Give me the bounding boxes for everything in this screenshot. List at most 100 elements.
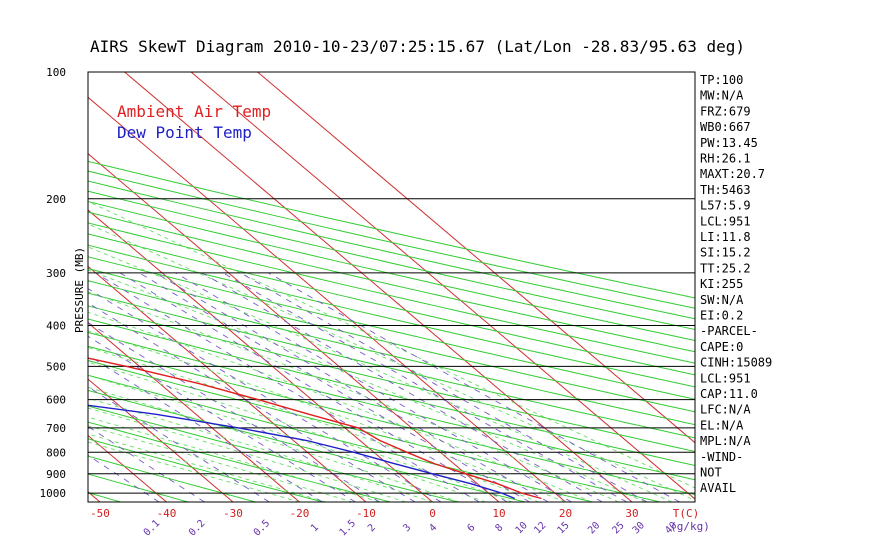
mixing-ratio-line [88,425,205,502]
moist-adiabat-line [88,330,566,502]
bottom-temp-tick: -10 [356,507,376,520]
isotherm-line [0,72,34,502]
moist-adiabat-line [88,246,673,502]
moist-adiabat-line [88,441,300,502]
stat-item: KI:255 [700,277,743,291]
pressure-label: 1000 [40,487,67,500]
mixing-ratio-line [88,322,380,502]
dry-adiabat-line [88,421,391,502]
moist-adiabat-line [88,407,407,502]
stat-item: MW:N/A [700,89,744,103]
mixing-ratio-line [268,272,680,502]
stat-item: RH:26.1 [700,152,751,166]
stat-item: LI:11.8 [700,230,751,244]
mixing-ratio-tick: 4 [427,522,439,534]
y-axis-label: PRESSURE (MB) [73,247,86,333]
profile-lines [88,357,542,500]
isobars: 100 200 300 400 500 600 700 800 900 1000 [40,66,695,500]
stat-item: AVAIL [700,481,736,495]
pressure-label: 600 [46,394,66,407]
mixing-ratio-label: (g/kg) [670,520,710,533]
stat-item: PW:13.45 [700,136,758,150]
isotherm-line [124,72,633,502]
stat-item: -PARCEL- [700,324,758,338]
dry-adiabat-line [88,190,695,331]
mixing-ratio-line [222,272,628,502]
dry-adiabat-line [88,345,695,496]
stat-item: SW:N/A [700,293,744,307]
mixing-ratio-line [240,272,648,502]
legend-dew-point: Dew Point Temp [117,123,252,142]
mixing-ratio-tick: 0.1 [142,518,163,539]
stat-item: TH:5463 [700,183,751,197]
moist-adiabat-line [88,433,327,502]
bottom-temp-tick: 10 [492,507,505,520]
mixing-ratio-line [88,302,416,502]
legend-air-temp: Ambient Air Temp [117,102,271,121]
bottom-temp-tick: -30 [223,507,243,520]
dry-adiabat-line [88,244,695,388]
mixing-ratio-tick: 10 [514,520,530,536]
moist-adiabat-line [88,223,695,501]
isotherm-line [257,72,695,444]
isotherm-line [88,153,500,502]
dry-adiabat-line [88,455,256,502]
dry-adiabat-line [88,492,121,502]
dry-adiabat-line [88,233,695,376]
stat-item: EI:0.2 [700,309,743,323]
dry-adiabat-line [88,268,695,413]
pressure-label: 900 [46,468,66,481]
moist-adiabat-line [88,361,513,502]
moist-adiabat-line [88,291,619,502]
stat-item: WB0:667 [700,120,751,134]
chart-title: AIRS SkewT Diagram 2010-10-23/07:25:15.6… [90,37,745,56]
mixing-ratio-line [95,272,480,502]
stat-item: LCL:951 [700,371,751,385]
isotherm-line [190,72,695,500]
stat-item: NOT [700,466,722,480]
stat-item: EL:N/A [700,418,744,432]
bottom-temp-tick: -50 [90,507,110,520]
stat-item: MAXT:20.7 [700,167,765,181]
dry-adiabat-line [88,211,695,353]
mixing-ratio-tick: 6 [465,522,477,534]
bottom-temp-tick: -40 [157,507,177,520]
dry-adiabat-line [88,201,695,341]
mixing-ratio-line [155,272,549,502]
stat-item: CAP:11.0 [700,387,758,401]
mixing-ratio-tick: 25 [610,520,626,536]
profile-ambient-air-temp [88,357,542,500]
mixing-ratio-tick: 15 [555,520,571,536]
pressure-label: 500 [46,360,66,373]
stat-item: SI:15.2 [700,246,751,260]
dry-adiabat-line [0,72,53,502]
bottom-axis-label: T(C) [673,507,700,520]
dry-adiabat-line [88,170,695,309]
moist-adiabat-line [88,269,646,502]
pressure-label: 800 [46,446,66,459]
stat-item: FRZ:679 [700,104,751,118]
stat-item: CINH:15089 [700,356,772,370]
dry-adiabat-line [88,360,661,502]
pressure-label: 300 [46,267,66,280]
mixing-ratio-tick: 1.5 [338,518,359,539]
dry-adiabat-line [88,438,324,502]
dry-adiabat-line [88,318,695,467]
stat-item: LFC:N/A [700,403,751,417]
profile-dew-point-temp [88,404,516,500]
pressure-label: 200 [46,193,66,206]
pressure-label: 700 [46,422,66,435]
isotherm-line [88,378,234,502]
mixing-ratio-line [88,288,442,502]
moist-adiabat-line [88,200,695,489]
mixing-ratio-tick: 12 [532,520,548,536]
stat-item: LCL:951 [700,214,751,228]
bottom-temp-tick: -20 [290,507,310,520]
stat-item: MPL:N/A [700,434,751,448]
pressure-label: 400 [46,320,66,333]
bottom-temp-tick: 20 [559,507,572,520]
dry-adiabat-line [88,331,695,481]
axes: -120-110-100-90-80-70-60-50-40-50-40-30-… [87,71,710,539]
